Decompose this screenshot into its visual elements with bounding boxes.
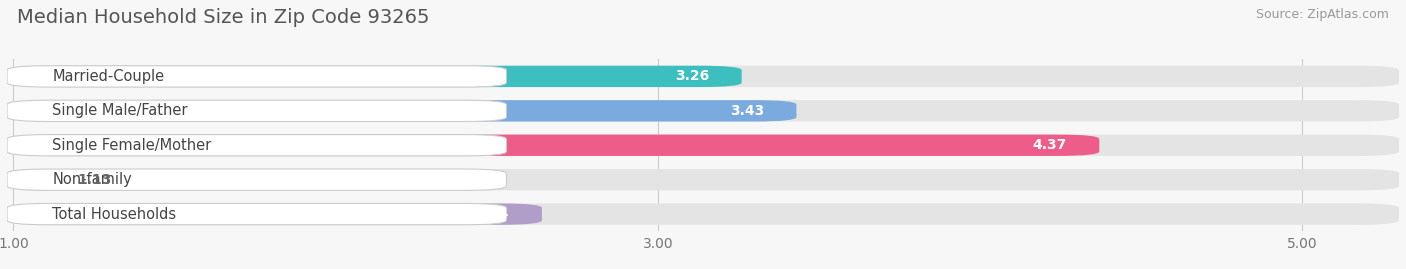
Text: 3.43: 3.43 [730, 104, 765, 118]
FancyBboxPatch shape [14, 134, 1099, 156]
FancyBboxPatch shape [14, 66, 742, 87]
Text: Single Male/Father: Single Male/Father [52, 103, 187, 118]
FancyBboxPatch shape [14, 203, 1399, 225]
FancyBboxPatch shape [14, 66, 1399, 87]
FancyBboxPatch shape [7, 169, 506, 190]
FancyBboxPatch shape [14, 134, 1399, 156]
Text: 4.37: 4.37 [1033, 138, 1067, 152]
Text: 1.13: 1.13 [77, 173, 112, 187]
Text: Total Households: Total Households [52, 207, 176, 222]
FancyBboxPatch shape [7, 100, 506, 122]
FancyBboxPatch shape [14, 203, 541, 225]
Text: Married-Couple: Married-Couple [52, 69, 165, 84]
FancyBboxPatch shape [7, 203, 506, 225]
Text: 2.64: 2.64 [475, 207, 509, 221]
FancyBboxPatch shape [7, 134, 506, 156]
FancyBboxPatch shape [7, 66, 506, 87]
FancyBboxPatch shape [14, 100, 796, 122]
FancyBboxPatch shape [14, 169, 55, 190]
Text: Non-family: Non-family [52, 172, 132, 187]
Text: Source: ZipAtlas.com: Source: ZipAtlas.com [1256, 8, 1389, 21]
Text: Single Female/Mother: Single Female/Mother [52, 138, 211, 153]
FancyBboxPatch shape [14, 100, 1399, 122]
Text: 3.26: 3.26 [675, 69, 710, 83]
FancyBboxPatch shape [14, 169, 1399, 190]
Text: Median Household Size in Zip Code 93265: Median Household Size in Zip Code 93265 [17, 8, 429, 27]
